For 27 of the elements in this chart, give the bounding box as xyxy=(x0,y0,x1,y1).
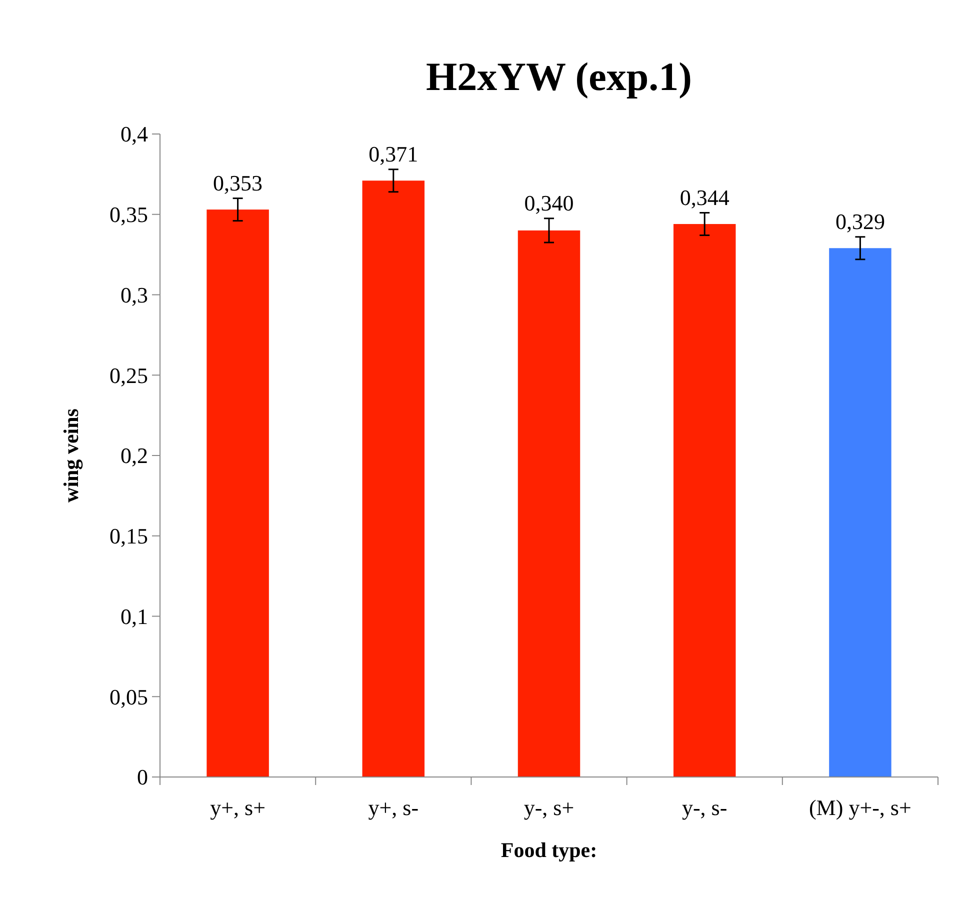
x-tick-label: y+, s- xyxy=(368,795,419,820)
y-tick-label: 0,2 xyxy=(120,443,148,468)
x-tick-label: y-, s- xyxy=(682,795,728,820)
y-tick-label: 0,3 xyxy=(120,282,148,308)
y-tick-label: 0,15 xyxy=(110,524,148,549)
bar xyxy=(673,224,736,777)
data-label: 0,344 xyxy=(680,184,730,210)
y-tick-label: 0,25 xyxy=(110,362,148,388)
y-tick-label: 0 xyxy=(137,764,148,790)
data-label: 0,353 xyxy=(213,170,263,196)
bar xyxy=(518,230,580,777)
data-label: 0,340 xyxy=(524,190,574,216)
x-tick-label: y+, s+ xyxy=(210,795,266,820)
bar xyxy=(362,180,425,777)
x-tick-label: y-, s+ xyxy=(524,795,574,820)
chart-title: H2xYW (exp.1) xyxy=(426,54,692,99)
bar xyxy=(206,210,269,777)
y-tick-label: 0,4 xyxy=(120,122,148,147)
x-tick-label: (M) y+-, s+ xyxy=(808,795,912,820)
y-axis-title: wing veins xyxy=(59,408,83,502)
y-tick-label: 0,05 xyxy=(110,684,148,710)
bar xyxy=(829,248,892,777)
data-label: 0,371 xyxy=(368,141,418,166)
x-axis-title: Food type: xyxy=(500,838,598,862)
y-tick-label: 0,1 xyxy=(120,604,148,629)
y-tick-label: 0,35 xyxy=(110,202,148,228)
data-label: 0,329 xyxy=(835,208,885,234)
